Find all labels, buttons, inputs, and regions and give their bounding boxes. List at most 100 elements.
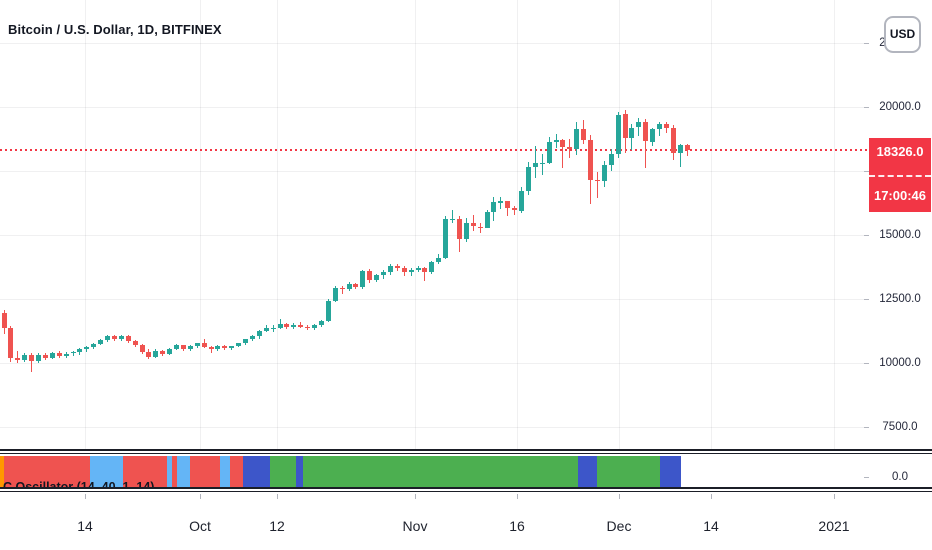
price-axis-tick <box>864 107 869 108</box>
candle-body <box>525 167 531 191</box>
candle-body <box>84 346 90 350</box>
candle-body <box>463 222 469 240</box>
price-axis-label: 20000.0 <box>879 101 921 113</box>
time-axis-label: Oct <box>189 518 211 534</box>
price-axis-tick <box>864 171 869 172</box>
oscillator-band <box>190 456 220 487</box>
candle-body <box>443 219 449 258</box>
candle-body <box>588 139 593 180</box>
candle-body <box>581 128 587 140</box>
candle-body <box>91 343 97 347</box>
candle-body <box>553 140 559 142</box>
oscillator-band <box>167 456 172 487</box>
pane-separator-bottom-b <box>0 491 932 492</box>
oscillator-band <box>296 456 303 487</box>
price-axis-tick <box>864 477 869 478</box>
h-gridline <box>0 43 868 44</box>
price-axis-tick <box>864 363 869 364</box>
price-axis-tick <box>864 427 869 428</box>
pane-separator-top-a[interactable] <box>0 449 932 451</box>
oscillator-band <box>578 456 597 487</box>
time-axis-tick <box>277 494 278 499</box>
price-axis-tick <box>864 235 869 236</box>
h-gridline <box>0 235 868 236</box>
candle-body <box>312 324 317 329</box>
price-axis[interactable]: 22500.020000.017500.015000.012500.010000… <box>864 0 932 494</box>
candle-body <box>436 258 442 262</box>
candle-body <box>249 335 255 340</box>
candle-body <box>387 266 393 273</box>
candle-body <box>477 226 483 228</box>
time-axis-label: 14 <box>77 518 93 534</box>
candle-body <box>360 270 366 287</box>
candle-wick <box>541 153 543 175</box>
time-axis-label: 12 <box>269 518 285 534</box>
oscillator-band <box>172 456 177 487</box>
candles-layer <box>1 109 690 372</box>
candle-body <box>277 323 283 328</box>
candle-body <box>450 218 455 220</box>
candle-body <box>160 350 166 354</box>
oscillator-band <box>90 456 123 487</box>
pane-separator-bottom-a[interactable] <box>0 487 932 489</box>
symbol-title[interactable]: Bitcoin / U.S. Dollar, 1D, BITFINEX <box>8 22 222 37</box>
v-gridline <box>200 0 201 450</box>
candle-body <box>429 261 435 273</box>
h-gridline <box>0 107 868 108</box>
oscillator-band <box>0 456 4 487</box>
candle-body <box>70 351 76 354</box>
oscillator-band <box>123 456 167 487</box>
candle-body <box>636 121 642 128</box>
candle-wick <box>659 122 660 137</box>
candle-body <box>318 320 324 325</box>
candle-body <box>332 287 338 302</box>
candle-body <box>298 324 304 327</box>
oscillator-band <box>270 456 296 487</box>
oscillator-band <box>243 456 270 487</box>
candle-body <box>118 336 124 340</box>
candle-wick <box>596 172 598 199</box>
last-price-divider <box>869 175 931 177</box>
price-axis-label: 12500.0 <box>879 293 921 305</box>
price-axis-label: 0.0 <box>892 471 908 483</box>
candle-body <box>622 114 628 138</box>
v-gridline <box>415 0 416 450</box>
time-axis-label: 14 <box>703 518 719 534</box>
candle-body <box>657 123 662 129</box>
candle-body <box>394 266 400 269</box>
candle-body <box>56 352 62 356</box>
candle-body <box>325 301 331 321</box>
candle-body <box>608 153 614 166</box>
time-axis-label: 16 <box>509 518 525 534</box>
h-gridline <box>0 427 868 428</box>
candle-body <box>42 354 48 359</box>
candle-wick <box>645 119 647 168</box>
oscillator-label[interactable]: C Oscillator (14, 40, 1, 14) <box>3 480 155 487</box>
h-gridline <box>0 299 868 300</box>
v-gridline <box>517 0 518 450</box>
h-gridline <box>0 363 868 364</box>
time-axis-tick <box>619 494 620 499</box>
time-axis-tick <box>200 494 201 499</box>
candle-body <box>532 163 538 168</box>
candle-wick <box>17 350 19 364</box>
candle-body <box>29 354 35 361</box>
time-axis-tick <box>415 494 416 499</box>
v-gridline <box>834 0 835 450</box>
candle-body <box>546 141 552 163</box>
candle-body <box>22 354 28 361</box>
candle-body <box>422 267 428 273</box>
oscillator-pane[interactable]: C Oscillator (14, 40, 1, 14) <box>0 455 868 487</box>
v-gridline <box>711 0 712 450</box>
main-chart-pane[interactable]: Bitcoin / U.S. Dollar, 1D, BITFINEX <box>0 0 868 450</box>
candle-body <box>539 162 545 165</box>
candle-wick <box>507 201 509 216</box>
candle-body <box>180 345 186 349</box>
candle-body <box>125 336 131 341</box>
candle-body <box>650 128 656 142</box>
currency-toggle-badge[interactable]: USD <box>884 16 921 53</box>
time-axis[interactable]: 14 Oct 12 Nov 16 Dec 14 2021 <box>0 494 932 550</box>
candle-body <box>456 218 462 240</box>
grid-layer <box>0 0 868 450</box>
